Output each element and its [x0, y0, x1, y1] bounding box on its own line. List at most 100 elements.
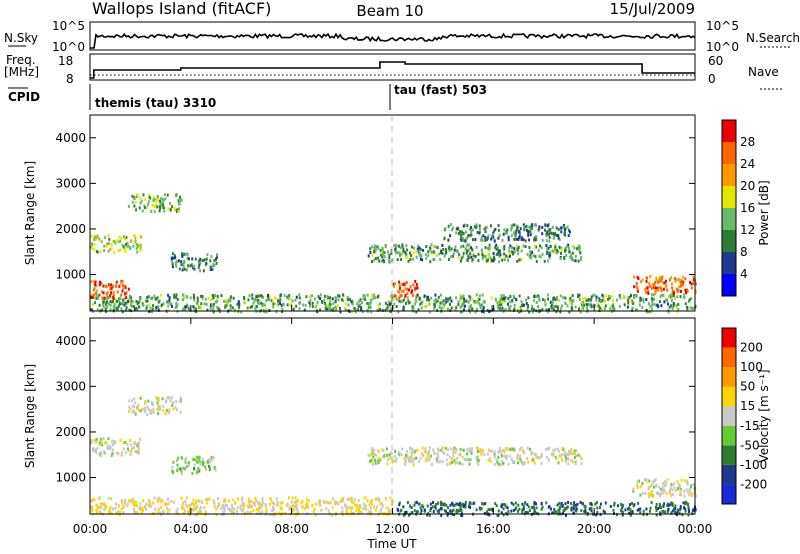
vel-dots-cell-1-462 — [659, 506, 662, 510]
power-dots-cell-7-160 — [444, 227, 447, 231]
power-dots-cell-0-235 — [175, 295, 178, 299]
vel-dots-cell-5-102 — [367, 453, 370, 457]
vel-dots-cell-2-7 — [129, 439, 132, 442]
power-dots-cell-6-147 — [369, 251, 372, 254]
power-dots-cell-1-43 — [112, 290, 115, 294]
power-dots-cell-7-187 — [455, 227, 458, 231]
vel-dots-cell-5-7 — [556, 447, 559, 451]
power-dots-cell-6-222 — [539, 255, 542, 259]
power-dots-cell-0-625 — [561, 304, 563, 308]
vel-dots-cell-5-97 — [540, 461, 543, 465]
vel-dots-cell-1-434 — [629, 507, 632, 511]
vel-dots-cell-0-201 — [277, 511, 280, 515]
power-dots-cell-0-551 — [262, 308, 265, 312]
power-dots-cell-0-901 — [555, 296, 558, 299]
power-dots-cell-6-269 — [470, 255, 473, 259]
power-dots-cell-6-241 — [477, 252, 480, 256]
power-dots-cell-5-20 — [404, 282, 407, 285]
vel-dots-cell-6-4 — [685, 488, 688, 492]
power-dots-cell-6-182 — [390, 251, 393, 255]
power-dots-cell-0-83 — [608, 295, 610, 298]
vel-dots-cell-5-196 — [378, 450, 381, 454]
power-dots-cell-1-8 — [105, 284, 107, 288]
vel-dots-cell-5-262 — [382, 449, 385, 453]
vel-dots-cell-0-245 — [164, 501, 167, 505]
power-dots-cell-4-18 — [190, 263, 193, 267]
power-dots-cell-1-42 — [115, 284, 118, 288]
vel-dots-cell-1-94 — [564, 502, 567, 505]
power-dots-cell-0-636 — [441, 300, 444, 304]
power-dots-cell-6-58 — [532, 254, 535, 258]
power-dots-cell-5-34 — [412, 283, 415, 287]
power-dots-cell-0-366 — [356, 302, 359, 306]
vel-dots-cell-0-187 — [128, 499, 131, 503]
vel-dots-cell-1-355 — [530, 505, 533, 509]
power-dots-cell-0-234 — [530, 307, 533, 310]
power-dots-cell-0-306 — [167, 300, 170, 304]
vel-dots-cell-1-458 — [586, 513, 589, 517]
vel-dots-cell-0-412 — [124, 500, 127, 504]
vel-dots-cell-0-446 — [325, 507, 328, 511]
vel-dots-cell-1-477 — [423, 508, 426, 512]
power-dots-cell-1-16 — [120, 293, 123, 297]
vel-dots-cell-1-361 — [620, 502, 623, 506]
vel-dots-cell-1-74 — [565, 513, 567, 517]
vel-dots-cell-5-197 — [471, 447, 474, 451]
power-dots-cell-0-214 — [669, 295, 672, 299]
power-dots-cell-6-59 — [374, 244, 377, 248]
power-dots-cell-0-189 — [494, 297, 497, 301]
time-tick-4: 16:00 — [476, 522, 511, 536]
power-dots-cell-6-33 — [465, 249, 468, 253]
power-dots-cell-0-284 — [638, 303, 641, 307]
vel-dots-cell-1-348 — [658, 502, 661, 506]
vel-dots-cell-0-469 — [253, 503, 256, 507]
power-dots-cell-8-41 — [680, 290, 682, 293]
vel-dots-cell-0-143 — [145, 507, 148, 511]
vel-dots-cell-0-74 — [148, 498, 151, 502]
power-dots-cell-0-65 — [461, 301, 464, 304]
vel-dots-cell-0-239 — [132, 508, 135, 512]
power-dots-cell-8-99 — [636, 287, 639, 291]
vel-dots-cell-5-8 — [452, 451, 455, 455]
power-dots-cell-8-63 — [684, 288, 687, 292]
noise-left-tick-bottom: 10^0 — [52, 40, 85, 54]
power-dots-cell-0-275 — [366, 301, 369, 305]
power-dots-cell-0-953 — [582, 301, 585, 304]
power-dots-cell-0-771 — [590, 298, 593, 302]
vel-dots-cell-6-71 — [673, 486, 676, 490]
power-dots-cell-0-417 — [660, 304, 663, 308]
noise-left-label: N.Sky — [4, 31, 38, 45]
power-dots-cell-6-132 — [564, 246, 567, 250]
power-dots-cell-2-44 — [117, 249, 120, 253]
vel-dots-cell-2-63 — [96, 446, 99, 450]
power-dots-cell-0-688 — [277, 299, 280, 303]
power-dots-cell-7-199 — [472, 238, 474, 242]
power-dots-cell-0-587 — [102, 303, 105, 307]
vel-dots-cell-5-317 — [468, 447, 471, 451]
power-dots-cell-0-197 — [130, 304, 133, 308]
power-dots-cell-7-167 — [522, 238, 525, 242]
vel-dots-cell-0-307 — [326, 500, 328, 504]
vel-dots-cell-2-18 — [113, 441, 116, 445]
vel-dots-cell-0-426 — [364, 496, 367, 500]
power-dots-cell-6-239 — [520, 258, 523, 262]
vel-dots-cell-6-93 — [690, 483, 693, 487]
power-dots-cell-0-737 — [309, 302, 312, 306]
vel-dots-cell-6-46 — [652, 479, 655, 483]
power-dots-cell-6-293 — [549, 244, 552, 248]
vel-dots-cell-5-230 — [441, 449, 443, 453]
power-dots-cell-0-873 — [283, 293, 286, 297]
vel-dots-cell-6-87 — [669, 493, 672, 497]
power-dots-cell-6-315 — [395, 251, 398, 255]
power-dots-cell-3-68 — [133, 197, 136, 200]
vel-dots-cell-1-435 — [458, 503, 461, 507]
vel-dots-cell-5-0 — [580, 462, 583, 466]
power-dots-cell-8-88 — [656, 286, 659, 290]
vel-dots-cell-1-327 — [501, 503, 504, 507]
vel-dots-cell-5-258 — [403, 456, 406, 460]
power-dots-cell-6-133 — [487, 258, 489, 262]
power-dots-cell-0-757 — [476, 299, 479, 303]
power-dots-cell-0-760 — [515, 298, 518, 302]
power-dots-cell-2-37 — [109, 247, 112, 251]
power-dots-cell-6-328 — [518, 258, 521, 262]
